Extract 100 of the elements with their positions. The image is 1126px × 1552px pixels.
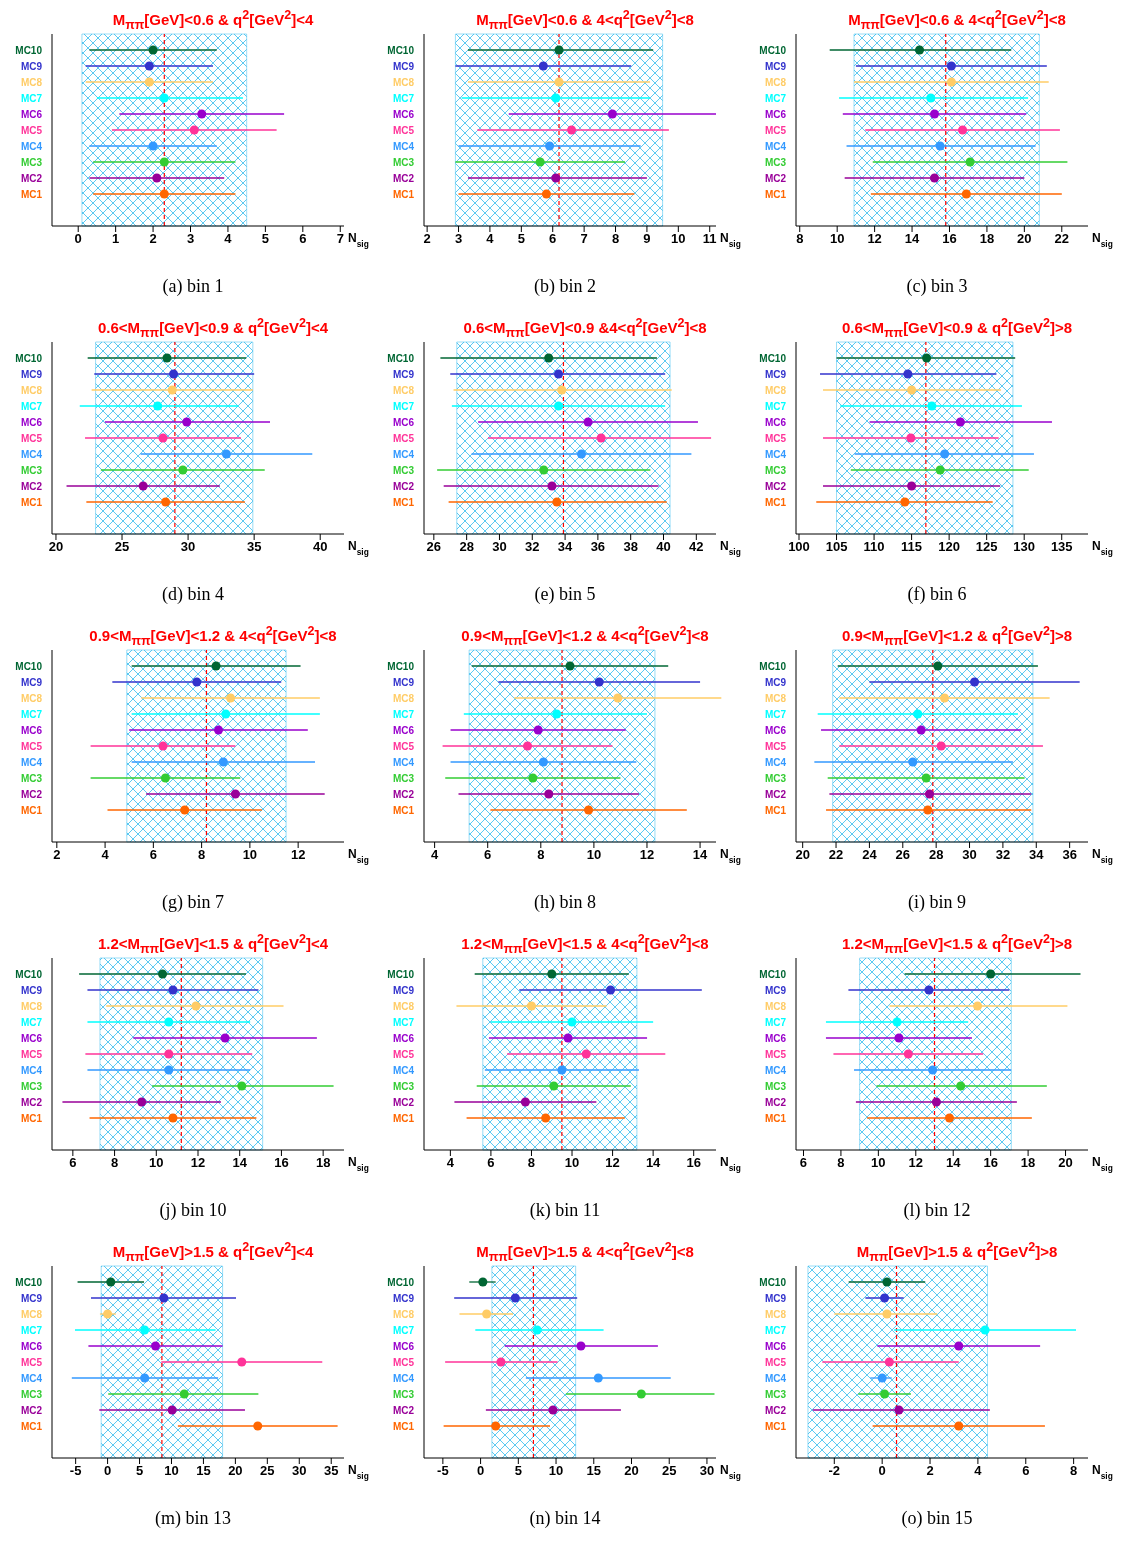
y-tick-label: MC3 (392, 465, 415, 476)
y-tick-label: MC4 (764, 757, 787, 768)
x-tick-label: 4 (486, 231, 495, 247)
point (226, 693, 236, 703)
text: (c) bin 3 (905, 276, 969, 297)
y-tick-label: MC9 (392, 61, 415, 72)
text: (e) bin 5 (533, 584, 597, 605)
point (137, 1097, 147, 1107)
y-tick-label: MC10 (15, 45, 43, 56)
x-axis-title: N$_{sig}$ (720, 539, 741, 557)
point (554, 45, 564, 55)
x-tick-label: 14 (904, 231, 921, 247)
point (593, 1373, 603, 1383)
y-tick-label: MC9 (392, 677, 415, 688)
x-tick-label: 22 (828, 847, 844, 863)
point (520, 1097, 530, 1107)
x-tick-label: 6 (487, 1155, 495, 1171)
x-tick-label: 6 (1022, 1463, 1030, 1479)
point (158, 969, 168, 979)
y-tick-label: MC3 (392, 773, 415, 784)
x-tick-label: 18 (979, 231, 995, 247)
y-tick-label: MC3 (392, 157, 415, 168)
chart-title: 0.6<M$_{ππ}$[GeV]<0.9 &4<q$^{2}$[GeV$^{2}$]<8 (462, 316, 708, 340)
text: (k) bin 11 (528, 1200, 602, 1221)
x-tick-label: 110 (863, 539, 885, 555)
x-tick-label: 5 (514, 1463, 522, 1479)
y-tick-label: MC4 (20, 141, 43, 152)
x-tick-label: 6 (299, 231, 307, 247)
y-tick-label: MC8 (392, 1309, 415, 1320)
y-tick-label: MC3 (764, 157, 787, 168)
point (478, 1277, 488, 1287)
point (526, 1001, 536, 1011)
y-tick-label: MC2 (764, 173, 787, 184)
y-tick-label: MC9 (20, 61, 43, 72)
x-tick-label: 115 (901, 539, 923, 555)
y-tick-label: MC6 (392, 1033, 415, 1044)
x-tick-label: -2 (828, 1463, 841, 1479)
point (179, 1389, 189, 1399)
y-tick-label: MC10 (759, 969, 787, 980)
point (557, 1065, 567, 1075)
y-tick-label: MC10 (387, 1277, 415, 1288)
chart-title: 0.6<M$_{ππ}$[GeV]<0.9 & q$^{2}$[GeV$^{2}$]<4 (96, 316, 330, 340)
x-tick-label: 2 (53, 847, 61, 863)
x-tick-label: 20 (1017, 231, 1032, 247)
x-tick-label: 16 (686, 1155, 701, 1171)
y-tick-label: MC5 (20, 125, 43, 136)
y-tick-label: MC2 (392, 481, 415, 492)
text: (d) bin 4 (161, 584, 225, 605)
y-tick-label: MC8 (764, 385, 787, 396)
point (924, 789, 934, 799)
y-tick-label: MC2 (20, 173, 43, 184)
point (545, 141, 555, 151)
x-axis-title: N$_{sig}$ (1092, 847, 1113, 865)
x-tick-label: 34 (1029, 847, 1045, 863)
point (954, 1421, 964, 1431)
y-tick-label: MC5 (20, 1049, 43, 1060)
y-tick-label: MC5 (392, 1049, 415, 1060)
point (906, 433, 916, 443)
x-axis-title: N$_{sig}$ (1092, 539, 1113, 557)
y-tick-label: MC8 (20, 385, 43, 396)
point (581, 1049, 591, 1059)
point (980, 1325, 990, 1335)
x-tick-label: 2 (423, 231, 431, 247)
y-tick-label: MC3 (20, 157, 43, 168)
x-axis-title: N$_{sig}$ (348, 1155, 369, 1173)
point (532, 1325, 542, 1335)
point (103, 1309, 113, 1319)
x-tick-label: 30 (292, 1463, 307, 1479)
y-tick-label: MC8 (20, 1001, 43, 1012)
x-tick-label: 4 (224, 231, 233, 247)
y-tick-label: MC3 (764, 1389, 787, 1400)
y-tick-label: MC4 (764, 1065, 787, 1076)
y-tick-label: MC3 (392, 1389, 415, 1400)
point (924, 985, 934, 995)
y-tick-label: MC4 (392, 141, 415, 152)
point (237, 1081, 247, 1091)
y-tick-label: MC8 (764, 693, 787, 704)
point (554, 77, 564, 87)
x-tick-label: 6 (799, 1155, 808, 1171)
y-tick-label: MC1 (20, 1113, 43, 1124)
point (563, 1033, 573, 1043)
y-tick-label: MC9 (392, 1293, 415, 1304)
y-tick-label: MC9 (764, 369, 787, 380)
x-tick-label: 8 (1070, 1463, 1078, 1479)
x-tick-label: 0 (476, 1463, 485, 1479)
point (548, 1405, 558, 1415)
text: (a) bin 1 (161, 276, 225, 297)
y-tick-label: MC3 (764, 1081, 787, 1092)
point (182, 417, 192, 427)
point (544, 789, 554, 799)
point (557, 385, 567, 395)
x-tick-label: 0 (74, 231, 82, 247)
point (636, 1389, 646, 1399)
chart-title: 0.9<M$_{ππ}$[GeV]<1.2 & q$^{2}$[GeV$^{2}$]>8 (840, 624, 1074, 648)
point (164, 1049, 174, 1059)
x-tick-label: 14 (946, 1155, 962, 1171)
text: (m) bin 13 (154, 1508, 232, 1529)
point (510, 1293, 520, 1303)
x-tick-label: 0 (103, 1463, 112, 1479)
point (554, 369, 564, 379)
